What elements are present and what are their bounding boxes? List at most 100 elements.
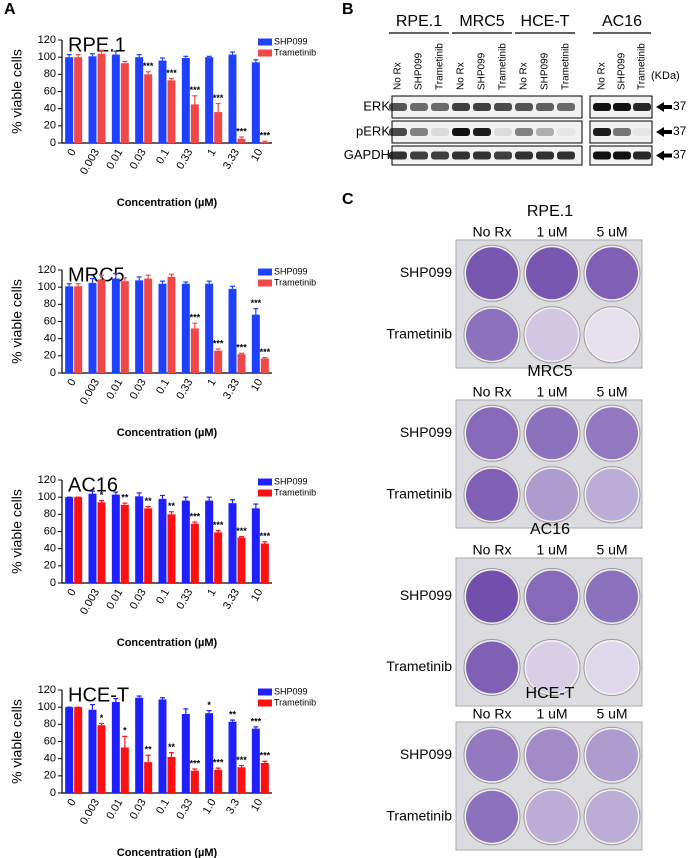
bar — [190, 770, 199, 793]
x-tick-label: 0 — [65, 377, 78, 388]
bar — [120, 504, 129, 583]
x-tick-label: 0.01 — [104, 377, 125, 402]
y-tick-label: 20 — [44, 350, 56, 362]
x-tick-label: 0.1 — [154, 797, 172, 816]
bar — [181, 58, 190, 143]
bar — [260, 543, 269, 583]
significance: * — [100, 713, 104, 723]
lane-label: Trametinib — [561, 43, 572, 90]
bar — [111, 494, 120, 583]
y-tick-label: 120 — [38, 474, 56, 486]
well-stain — [466, 247, 518, 300]
row-label: Trametinib — [386, 658, 452, 674]
y-tick-label: 0 — [50, 787, 56, 799]
band — [557, 151, 575, 160]
significance: ** — [168, 742, 176, 752]
x-tick-label: 0 — [65, 147, 78, 158]
legend-swatch — [258, 268, 272, 276]
x-tick-label: 0.03 — [128, 147, 149, 172]
y-tick-label: 20 — [44, 560, 56, 572]
y-axis-label: % viable cells — [9, 489, 25, 574]
y-tick-label: 0 — [50, 577, 56, 589]
y-tick-label: 80 — [44, 68, 56, 80]
band — [515, 151, 533, 160]
band — [431, 128, 449, 136]
well — [583, 788, 641, 846]
y-tick-label: 100 — [38, 491, 56, 503]
arrow — [656, 150, 672, 161]
chart-title: HCE-T — [68, 684, 129, 706]
significance: ** — [229, 709, 237, 719]
bar — [260, 142, 269, 143]
y-tick-label: 100 — [38, 51, 56, 63]
well — [583, 639, 641, 697]
well — [523, 306, 581, 364]
panel-label: C — [342, 191, 354, 208]
legend-swatch — [258, 38, 272, 46]
kda-value: 37 — [673, 99, 687, 113]
legend-label: Trametinib — [274, 487, 316, 497]
plate-title: AC16 — [530, 521, 570, 538]
lane-label: Trametinib — [498, 43, 509, 90]
significance: * — [207, 700, 211, 710]
blot-row-label: GAPDH — [344, 147, 390, 162]
bar — [237, 354, 246, 373]
legend-swatch — [258, 489, 272, 497]
y-axis-label: % viable cells — [9, 49, 25, 134]
band — [494, 128, 512, 136]
x-tick-label: 0.03 — [128, 377, 149, 402]
legend-swatch — [258, 688, 272, 696]
arrow — [656, 102, 672, 112]
well-stain — [466, 570, 518, 623]
legend-label: SHP099 — [274, 476, 308, 486]
lane-label: Trametinib — [435, 43, 446, 90]
significance: *** — [260, 531, 271, 541]
x-tick-label: 10 — [249, 797, 266, 814]
x-tick-label: 0.003 — [78, 377, 102, 407]
y-tick-label: 40 — [44, 753, 56, 765]
lane-label: SHP099 — [414, 52, 425, 90]
y-tick-label: 120 — [38, 684, 56, 696]
row-label: SHP099 — [400, 264, 452, 280]
bar — [214, 112, 223, 143]
well-stain — [526, 729, 578, 782]
row-label: Trametinib — [386, 325, 452, 341]
well-stain — [466, 790, 518, 843]
y-tick-label: 120 — [38, 264, 56, 276]
bar — [251, 728, 260, 793]
band — [536, 151, 554, 160]
lane-label: Trametinib — [637, 43, 648, 90]
y-axis-label: % viable cells — [9, 279, 25, 364]
legend-label: SHP099 — [274, 36, 308, 46]
bar — [237, 767, 246, 793]
well-stain — [526, 468, 578, 521]
significance: *** — [236, 343, 247, 353]
bar — [97, 53, 106, 143]
row-label: Trametinib — [386, 807, 452, 823]
significance: *** — [213, 338, 224, 348]
column-header: 1 uM — [536, 384, 567, 400]
legend-label: Trametinib — [274, 47, 316, 57]
band — [613, 128, 631, 136]
bar — [65, 286, 74, 373]
well-stain — [526, 570, 578, 623]
y-tick-label: 100 — [38, 701, 56, 713]
x-tick-label: 0.1 — [154, 147, 172, 166]
y-tick-label: 40 — [44, 543, 56, 555]
band — [494, 103, 512, 111]
plate-title: HCE-T — [526, 685, 575, 702]
bar — [88, 709, 97, 793]
x-tick-label: 3.33 — [221, 587, 242, 612]
bar — [228, 503, 237, 583]
bar — [144, 508, 153, 583]
column-header: 5 uM — [596, 384, 627, 400]
band — [452, 151, 470, 160]
chart-title: MRC5 — [68, 264, 125, 286]
well-stain — [586, 729, 638, 782]
y-tick-label: 40 — [44, 103, 56, 115]
band — [410, 151, 428, 160]
y-tick-label: 60 — [44, 315, 56, 327]
x-tick-label: 0.1 — [154, 587, 172, 606]
significance: *** — [236, 126, 247, 136]
